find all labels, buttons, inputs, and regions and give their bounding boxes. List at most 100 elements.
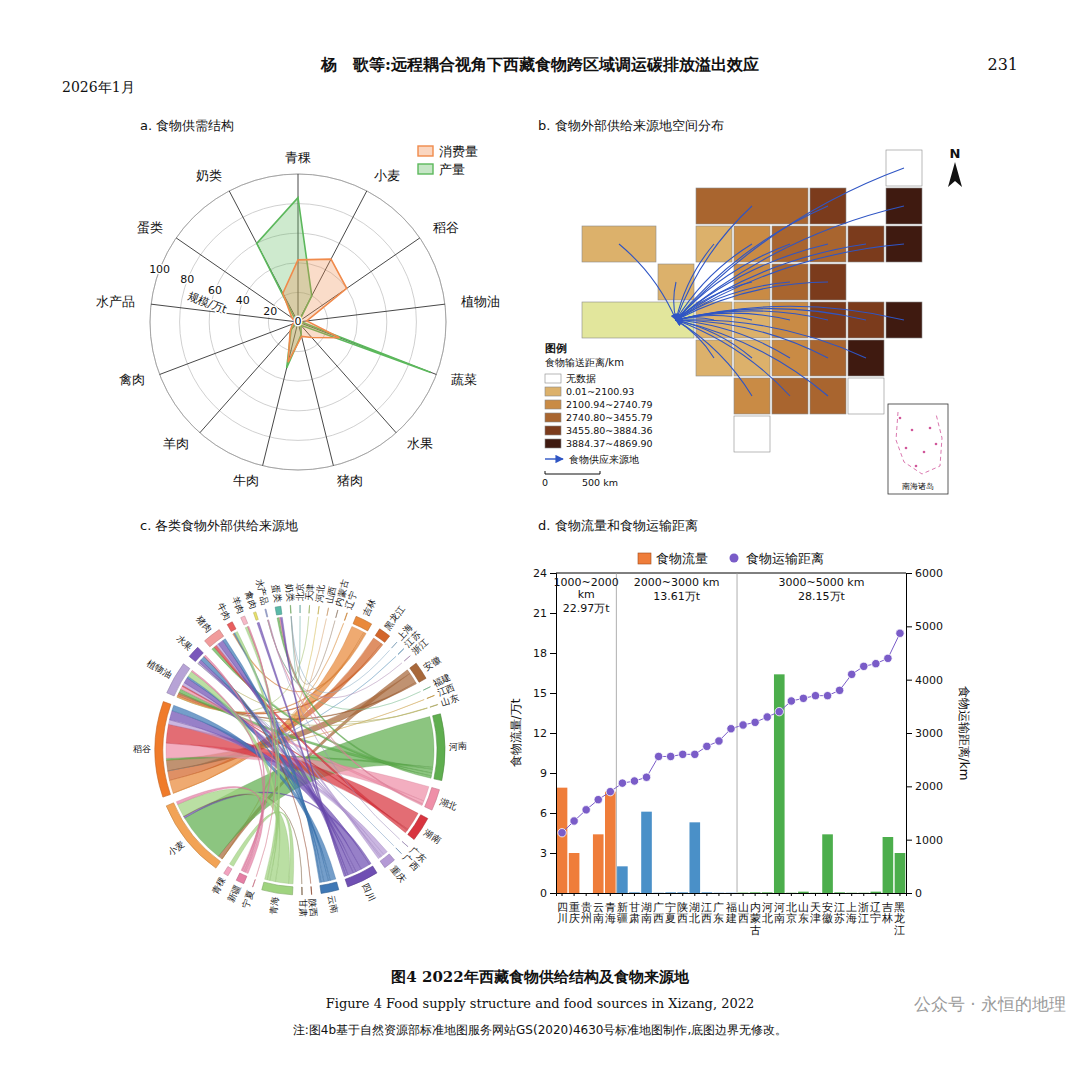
tick-label: 上海 [846,901,857,926]
tick-mark [646,893,647,896]
legend-label: 食物流量 [656,551,708,566]
marker [594,795,602,803]
axis-line [907,574,913,894]
tick-label: 6000 [915,567,943,580]
caption: 图4 2022年西藏食物供给结构及食物来源地 [391,968,689,986]
node-label: 辽宁 [343,590,358,610]
note: 注:图4b基于自然资源部标准地图服务网站GS(2020)4630号标准地图制作,… [293,1023,787,1037]
bar [605,792,616,893]
tick-label: 四川 [557,901,568,926]
marker [860,662,868,670]
island [911,429,914,432]
spoke [298,322,333,466]
tick-mark [887,893,888,896]
tick-label: 黑龙江 [894,901,905,937]
tick-mark [706,893,707,896]
bar [593,834,604,893]
marker [691,750,699,758]
no-data-region [848,378,884,414]
axis-title: 食物运输距离/km [957,686,971,781]
node-label: 蛋类 [270,584,283,603]
node-label: 水产品 [254,578,270,607]
tick: 辽宁 [870,893,881,925]
supply-arrow [676,206,904,320]
legend-swatch [418,146,433,156]
tick: 21 [533,607,556,620]
tick: 青海 [605,893,616,925]
tick: 上海 [846,893,857,925]
inset-label: 南海诸岛 [902,482,934,491]
group-total: 13.61万t [653,590,700,603]
bar [858,892,869,893]
tick: 6000 [906,567,943,580]
bar [786,892,797,893]
ribbon [198,663,394,845]
supply-arrow [676,320,714,358]
marker [872,659,880,667]
panel-title: c. 各类食物外部供给来源地 [140,518,298,533]
tick-label: 21 [533,607,547,620]
tick: 吉林 [881,893,893,925]
north-arrow [948,162,962,187]
node-arc [253,612,258,620]
line [562,633,900,832]
tick: 江苏 [834,893,845,925]
tick-mark [779,893,780,896]
node-arc [345,866,377,887]
tick-mark [906,573,912,574]
node-label: 重庆 [389,864,408,884]
tick-mark [550,893,556,894]
island [915,465,918,468]
tick-label: 0 [295,315,302,328]
tick-label: 山西 [738,901,749,926]
marker [847,670,855,678]
caption: 图4 2022年西藏食物供给结构及食物来源地Figure 4 Food supp… [293,968,787,1037]
tick-label: 内蒙古 [750,901,761,937]
marker [582,806,590,814]
node-label: 青稞 [210,875,228,896]
axis-title: 食物流量/万t [509,698,523,767]
tick-label: 重庆 [569,901,580,926]
tick-mark [875,893,876,896]
category-label: 蛋类 [137,220,163,235]
tick-mark [731,893,732,896]
tick-mark [610,893,611,896]
tick-mark [550,733,556,734]
legend-arrow [545,458,563,459]
tick-mark [550,613,556,614]
bar [641,812,652,893]
boundary-line [896,412,942,474]
node-arc [425,788,440,811]
running-title: 杨 歌等:远程耦合视角下西藏食物跨区域调运碳排放溢出效应 [320,55,759,74]
marker [703,742,711,750]
tick-label: 4000 [915,674,943,687]
marker [811,691,819,699]
category-label: 水产品 [96,294,135,309]
node-label: 吉林 [361,598,378,619]
node-label: 猪肉 [195,614,214,634]
axis-title: 规模/万t [186,290,230,317]
node-arc [265,609,268,617]
tick-label: 甘肃 [629,901,640,926]
island [935,443,938,446]
tick: 天津 [810,893,821,925]
node-arc [344,613,347,621]
marker [763,713,771,721]
tick-mark [906,786,912,787]
tick-mark [586,893,587,896]
ribbon [245,627,280,880]
legend-swatch [545,400,561,409]
marker [739,721,747,729]
marker [558,829,566,837]
legend-swatch [545,374,561,383]
tick-label: 100 [149,263,170,276]
bar [689,822,700,893]
tick: 2000 [906,780,943,793]
node-arc [423,687,430,691]
marker [775,707,783,715]
ribbon [277,618,431,779]
legend-label: 2740.80~3455.79 [566,412,653,423]
tick-label: 江苏 [834,901,845,926]
node-arc [166,803,220,868]
plot-area [557,629,906,893]
